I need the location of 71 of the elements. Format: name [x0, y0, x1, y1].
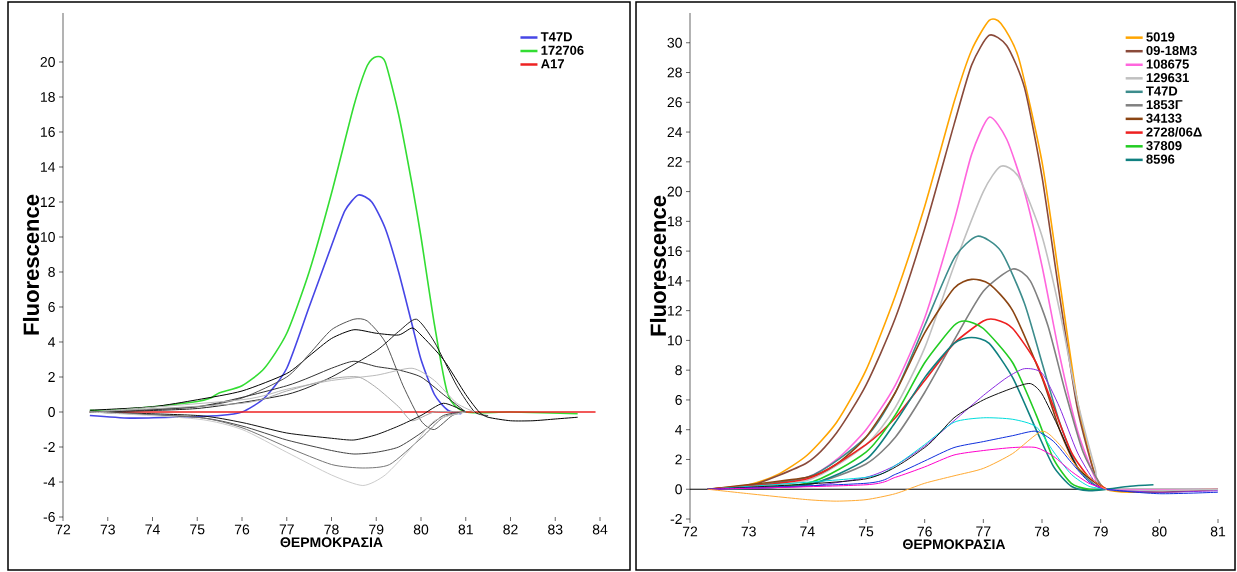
x-tick-label: 76	[917, 526, 932, 537]
y-tick-label: -2	[43, 442, 55, 452]
legend-label: 108675	[1146, 59, 1189, 69]
y-tick-label: 20	[667, 186, 682, 197]
y-axis-title: Fluorescence	[649, 195, 667, 336]
legend-label: 37809	[1146, 141, 1182, 151]
y-tick-label: 22	[667, 156, 682, 167]
y-tick-label: 2	[675, 454, 682, 465]
x-axis-title: ΘΕΡΜΟΚΡΑΣΙΑ	[903, 539, 1006, 550]
legend-label: A17	[541, 59, 564, 69]
legend-label: 172706	[541, 45, 584, 55]
y-tick-label: 6	[48, 302, 55, 312]
y-tick-label: 26	[667, 97, 682, 108]
x-tick-label: 78	[324, 524, 339, 535]
x-tick-label: 74	[145, 524, 160, 535]
x-tick-label: 77	[976, 526, 991, 537]
y-tick-label: 10	[667, 335, 682, 346]
y-tick-label: 12	[667, 305, 682, 316]
y-tick-label: 24	[667, 127, 683, 137]
x-tick-label: 75	[190, 524, 205, 535]
legend-label: T47D	[540, 32, 572, 42]
y-tick-label: 20	[40, 57, 55, 67]
legend-label: 2728/06Δ	[1146, 127, 1202, 137]
x-tick-label: 81	[1210, 526, 1226, 537]
legend-label: 129631	[1146, 73, 1189, 83]
y-tick-label: 28	[667, 67, 682, 78]
y-tick-label: 14	[40, 162, 56, 172]
x-tick-label: 81	[458, 524, 473, 535]
y-tick-label: 2	[48, 372, 55, 382]
x-tick-label: 76	[234, 524, 250, 535]
x-tick-label: 80	[1152, 526, 1167, 537]
x-tick-label: 73	[100, 524, 115, 535]
y-tick-label: -2	[670, 514, 682, 524]
y-tick-label: 18	[40, 92, 55, 102]
y-tick-label: 10	[40, 232, 55, 242]
y-tick-label: 6	[675, 394, 682, 405]
x-tick-label: 80	[413, 524, 429, 535]
legend-label: 09-18M3	[1146, 45, 1197, 56]
y-tick-label: 18	[667, 216, 682, 227]
x-tick-label: 82	[503, 524, 518, 535]
y-tick-label: 12	[40, 197, 55, 207]
x-axis-title: ΘΕΡΜΟΚΡΑΣΙΑ	[280, 537, 383, 548]
x-tick-label: 75	[858, 526, 874, 537]
y-tick-label: 0	[48, 407, 55, 417]
y-axis-title: Fluorescence	[22, 194, 40, 335]
x-tick-label: 79	[1093, 526, 1108, 537]
x-tick-label: 73	[741, 526, 756, 537]
x-tick-label: 78	[1034, 526, 1050, 537]
y-tick-label: 8	[675, 365, 682, 376]
x-tick-label: 74	[800, 526, 815, 537]
y-tick-label: -6	[43, 512, 55, 522]
x-tick-label: 72	[682, 526, 698, 537]
legend-label: T47D	[1146, 86, 1178, 96]
y-tick-label: 4	[675, 424, 683, 435]
x-tick-label: 72	[55, 524, 71, 535]
y-tick-label: 14	[667, 276, 683, 286]
y-tick-label: 8	[48, 267, 55, 277]
x-tick-label: 83	[548, 524, 563, 535]
legend-label: 5019	[1146, 32, 1175, 42]
y-tick-label: -4	[43, 477, 56, 487]
y-tick-label: 16	[667, 246, 682, 257]
x-tick-label: 79	[369, 524, 384, 535]
y-tick-label: 30	[667, 37, 682, 48]
legend-label: 34133	[1146, 113, 1182, 123]
y-tick-label: 4	[48, 337, 56, 347]
y-tick-label: 0	[675, 484, 682, 495]
legend-label: 8596	[1146, 154, 1175, 164]
legend-label: 1853Γ	[1146, 100, 1183, 110]
x-tick-label: 84	[592, 524, 608, 535]
x-tick-label: 77	[279, 524, 294, 535]
y-tick-label: 16	[40, 127, 55, 137]
